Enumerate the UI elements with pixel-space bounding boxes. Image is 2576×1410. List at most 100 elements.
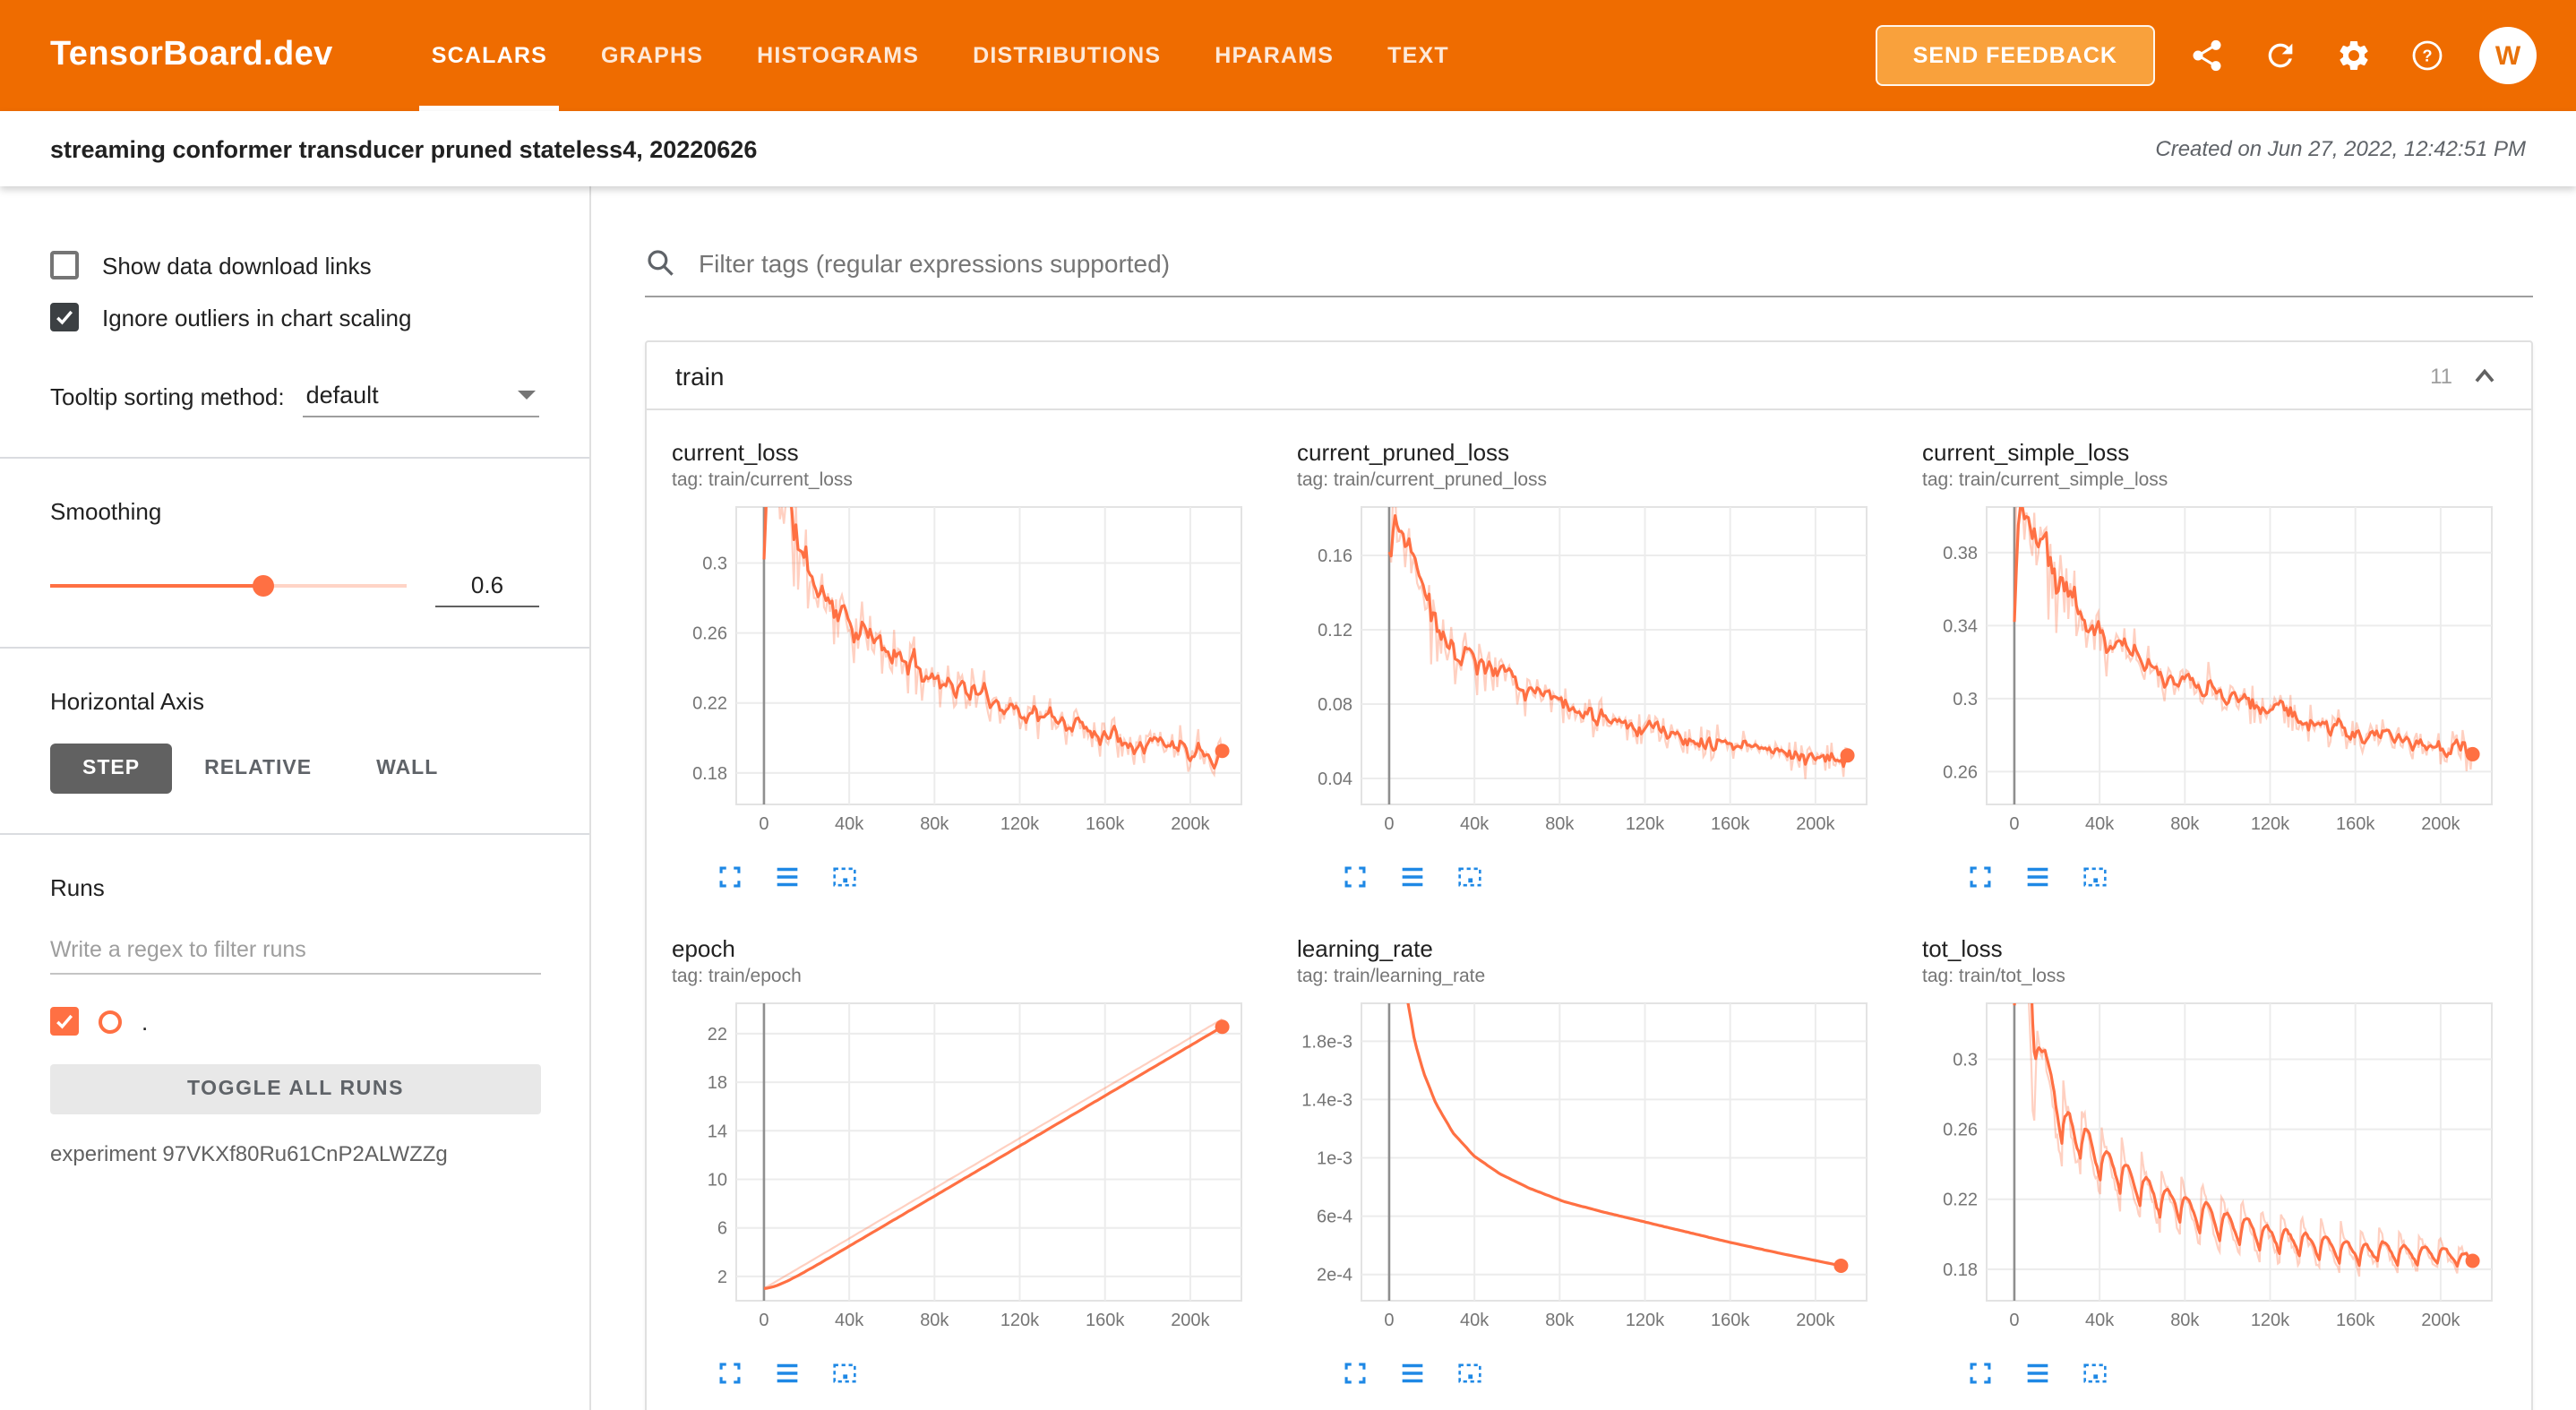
run-row[interactable]: .	[0, 1007, 589, 1036]
expand-icon[interactable]	[1340, 862, 1370, 892]
tab-graphs[interactable]: GRAPHS	[600, 43, 704, 68]
divider	[0, 833, 589, 835]
checkbox-checked-icon[interactable]	[50, 303, 79, 331]
svg-text:0.08: 0.08	[1318, 695, 1352, 715]
horizontal-axis-group: STEP RELATIVE WALL	[0, 744, 589, 794]
svg-text:2: 2	[717, 1268, 727, 1287]
log-scale-icon[interactable]	[2022, 1358, 2053, 1389]
svg-text:6e-4: 6e-4	[1317, 1208, 1352, 1227]
expand-icon[interactable]	[1965, 1358, 1996, 1389]
charts-grid: current_loss tag: train/current_loss 0.18 0…	[647, 410, 2531, 1410]
fit-domain-icon[interactable]	[1455, 1358, 1485, 1389]
log-scale-icon[interactable]	[772, 1358, 803, 1389]
svg-text:120k: 120k	[1626, 814, 1665, 834]
svg-text:1e-3: 1e-3	[1317, 1149, 1352, 1169]
svg-text:0: 0	[759, 814, 769, 834]
svg-text:0.26: 0.26	[1943, 762, 1978, 782]
svg-text:0.18: 0.18	[692, 764, 727, 784]
svg-text:40k: 40k	[1460, 1311, 1490, 1330]
section-title: train	[675, 361, 725, 390]
tag-filter-input[interactable]	[695, 247, 2533, 279]
refresh-icon[interactable]	[2259, 34, 2302, 77]
expand-icon[interactable]	[1965, 862, 1996, 892]
divider	[0, 457, 589, 459]
svg-text:0.22: 0.22	[1943, 1191, 1978, 1210]
tab-text[interactable]: TEXT	[1387, 43, 1449, 68]
chart-tag: tag: train/learning_rate	[1297, 966, 1486, 987]
settings-sidebar: Show data download links Ignore outliers…	[0, 186, 591, 1410]
log-scale-icon[interactable]	[772, 862, 803, 892]
expand-icon[interactable]	[1340, 1358, 1370, 1389]
svg-text:40k: 40k	[2085, 814, 2115, 834]
fit-domain-icon[interactable]	[829, 862, 860, 892]
log-scale-icon[interactable]	[1397, 1358, 1428, 1389]
tooltip-sorting-label: Tooltip sorting method:	[50, 383, 285, 409]
svg-text:0: 0	[2009, 1311, 2019, 1330]
smoothing-value-input[interactable]	[435, 564, 539, 607]
expand-icon[interactable]	[715, 862, 745, 892]
chart-toolbar	[1297, 862, 1877, 892]
runs-filter-input[interactable]	[50, 926, 541, 975]
experiment-created: Created on Jun 27, 2022, 12:42:51 PM	[2155, 136, 2526, 161]
send-feedback-button[interactable]: SEND FEEDBACK	[1875, 25, 2155, 86]
svg-text:120k: 120k	[1626, 1311, 1665, 1330]
log-scale-icon[interactable]	[2022, 862, 2053, 892]
train-section-header[interactable]: train 11	[647, 342, 2531, 410]
run-checkbox-checked-icon[interactable]	[50, 1007, 79, 1036]
svg-text:200k: 200k	[1796, 1311, 1835, 1330]
chart-toolbar	[1922, 862, 2503, 892]
svg-text:80k: 80k	[2170, 814, 2200, 834]
tooltip-sorting-value: default	[305, 382, 379, 408]
svg-text:40k: 40k	[1460, 814, 1490, 834]
chart-tag: tag: train/current_pruned_loss	[1297, 469, 1547, 491]
axis-relative-button[interactable]: RELATIVE	[172, 744, 344, 794]
run-color-circle-icon[interactable]	[99, 1010, 122, 1033]
svg-text:80k: 80k	[920, 814, 949, 834]
chevron-up-icon[interactable]	[2467, 357, 2503, 393]
chart-plot-learning_rate[interactable]: 2e-4 6e-4 1e-3 1.4e-3 1.8e-3 0 40k 80k 120k 160k 2…	[1297, 993, 1877, 1344]
svg-text:120k: 120k	[1000, 1311, 1040, 1330]
tab-hparams[interactable]: HPARAMS	[1215, 43, 1335, 68]
ignore-outliers-row[interactable]: Ignore outliers in chart scaling	[0, 303, 589, 331]
chart-plot-tot_loss[interactable]: 0.18 0.22 0.26 0.3 0 40k 80k 120k 160k 200k	[1922, 993, 2503, 1344]
section-count: 11	[2430, 363, 2452, 388]
slider-knob[interactable]	[253, 575, 275, 597]
chart-plot-current_pruned_loss[interactable]: 0.04 0.08 0.12 0.16 0 40k 80k 120k 160k 200k	[1297, 496, 1877, 847]
fit-domain-icon[interactable]	[829, 1358, 860, 1389]
svg-text:120k: 120k	[2251, 1311, 2290, 1330]
svg-text:0.18: 0.18	[1943, 1260, 1978, 1280]
chart-plot-epoch[interactable]: 2 6 10 14 18 22 0 40k 80k 120k 160k 200k	[672, 993, 1252, 1344]
tab-histograms[interactable]: HISTOGRAMS	[757, 43, 920, 68]
log-scale-icon[interactable]	[1397, 862, 1428, 892]
show-download-links-row[interactable]: Show data download links	[0, 251, 589, 279]
expand-icon[interactable]	[715, 1358, 745, 1389]
brand-logo[interactable]: TensorBoard.dev	[50, 36, 333, 73]
svg-text:160k: 160k	[1086, 814, 1125, 834]
tab-scalars[interactable]: SCALARS	[405, 0, 574, 111]
chart-card-current_loss: current_loss tag: train/current_loss 0.18 0…	[672, 439, 1252, 892]
chevron-down-icon	[518, 391, 536, 400]
axis-step-button[interactable]: STEP	[50, 744, 173, 794]
chart-plot-current_loss[interactable]: 0.18 0.22 0.26 0.3 0 40k 80k 120k 160k 200k	[672, 496, 1252, 847]
smoothing-slider[interactable]	[50, 573, 407, 598]
settings-icon[interactable]	[2332, 34, 2375, 77]
fit-domain-icon[interactable]	[2080, 862, 2110, 892]
share-icon[interactable]	[2185, 34, 2228, 77]
tab-distributions[interactable]: DISTRIBUTIONS	[973, 43, 1162, 68]
toggle-all-runs-button[interactable]: TOGGLE ALL RUNS	[50, 1064, 541, 1114]
chart-title: tot_loss	[1922, 935, 2003, 962]
svg-text:0: 0	[2009, 814, 2019, 834]
tooltip-sorting-dropdown[interactable]: default	[302, 374, 539, 417]
fit-domain-icon[interactable]	[2080, 1358, 2110, 1389]
nav-tabs: SCALARS GRAPHS HISTOGRAMS DISTRIBUTIONS …	[405, 0, 1476, 111]
avatar[interactable]: W	[2479, 27, 2537, 84]
svg-text:80k: 80k	[1545, 1311, 1575, 1330]
svg-text:200k: 200k	[1796, 814, 1835, 834]
divider	[0, 647, 589, 649]
checkbox-unchecked-icon[interactable]	[50, 251, 79, 279]
help-icon[interactable]: ?	[2406, 34, 2449, 77]
chart-plot-current_simple_loss[interactable]: 0.26 0.3 0.34 0.38 0 40k 80k 120k 160k 200k	[1922, 496, 2503, 847]
fit-domain-icon[interactable]	[1455, 862, 1485, 892]
svg-text:120k: 120k	[2251, 814, 2290, 834]
axis-wall-button[interactable]: WALL	[344, 744, 470, 794]
